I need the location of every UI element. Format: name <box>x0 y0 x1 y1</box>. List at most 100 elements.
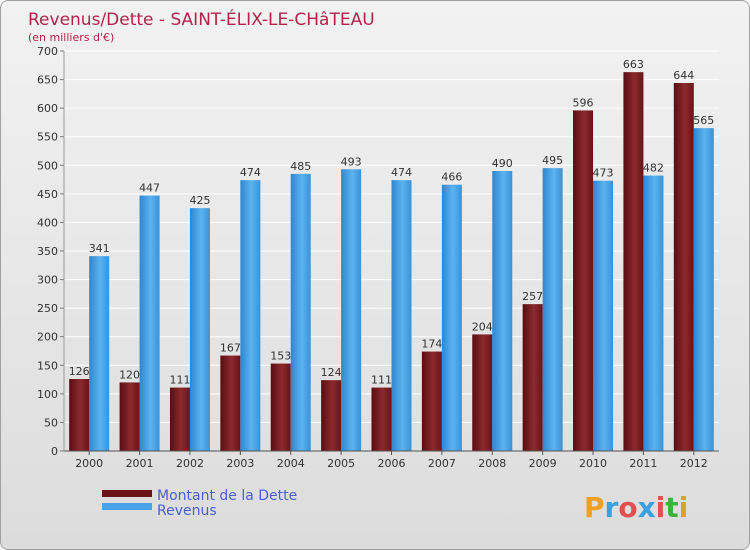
x-tick-label: 2000 <box>75 457 103 470</box>
x-axis-ticks: 2000 2001 2002 2003 2004 2005 2006 2007 2008 2009… <box>75 451 708 470</box>
y-tick-label: 400 <box>37 216 58 229</box>
y-axis-ticks: 0 50 100 150 200 250 300 350 400 450 500 550 600 650 7… <box>37 45 64 458</box>
y-tick-label: 150 <box>37 359 58 372</box>
x-tick-label: 2003 <box>226 457 254 470</box>
logo-letter: P <box>584 491 605 524</box>
bar-debt <box>119 382 140 451</box>
bar-revenue <box>391 180 412 451</box>
x-tick-label: 2010 <box>579 457 607 470</box>
y-tick-label: 600 <box>37 102 58 115</box>
data-labels: 126 341 120 447 111 425 167 474 153 485 124 493 111 4… <box>69 58 715 386</box>
bars <box>69 72 714 452</box>
data-label-debt: 174 <box>421 338 442 351</box>
y-tick-label: 700 <box>37 45 58 58</box>
data-label-debt: 167 <box>220 342 241 355</box>
data-label-revenue: 474 <box>240 166 261 179</box>
x-tick-label: 2004 <box>277 457 305 470</box>
data-label-debt: 596 <box>573 96 594 109</box>
bar-revenue <box>290 173 311 451</box>
x-tick-label: 2012 <box>680 457 708 470</box>
proxiti-logo-text: Proxiti <box>584 491 688 524</box>
legend-label-debt: Montant de la Dette <box>157 488 297 504</box>
x-tick-label: 2008 <box>478 457 506 470</box>
bar-revenue <box>492 171 513 451</box>
x-tick-label: 2011 <box>629 457 657 470</box>
y-tick-label: 0 <box>51 445 58 458</box>
chart-subtitle: (en milliers d'€) <box>28 31 114 44</box>
data-label-debt: 663 <box>623 58 644 71</box>
bar-debt <box>623 72 644 452</box>
bar-debt <box>270 363 291 451</box>
data-label-revenue: 490 <box>492 157 513 170</box>
y-tick-label: 100 <box>37 388 58 401</box>
data-label-revenue: 565 <box>693 114 714 127</box>
y-tick-label: 200 <box>37 331 58 344</box>
bar-revenue <box>341 169 362 452</box>
bar-revenue <box>89 256 110 451</box>
bar-debt <box>421 351 442 451</box>
bar-debt <box>220 355 241 451</box>
logo-letter: i <box>656 491 666 524</box>
bar-revenue <box>693 128 714 451</box>
y-tick-label: 550 <box>37 131 58 144</box>
data-label-debt: 204 <box>472 320 493 333</box>
logo-letter: t <box>665 491 678 524</box>
chart-title: Revenus/Dette - SAINT-ÉLIX-LE-CHâTEAU <box>28 8 375 30</box>
y-tick-label: 500 <box>37 159 58 172</box>
data-label-debt: 126 <box>69 365 90 378</box>
data-label-revenue: 466 <box>441 171 462 184</box>
logo-letter: x <box>638 491 656 524</box>
data-label-debt: 124 <box>321 366 342 379</box>
bar-debt <box>673 83 694 451</box>
x-tick-label: 2002 <box>176 457 204 470</box>
data-label-revenue: 485 <box>290 160 311 173</box>
bar-debt <box>573 110 594 451</box>
bar-revenue <box>240 180 261 451</box>
x-tick-label: 2001 <box>126 457 154 470</box>
data-label-debt: 257 <box>522 290 543 303</box>
legend-swatch-debt <box>102 490 152 497</box>
bar-revenue <box>189 208 210 451</box>
logo-letter: r <box>605 491 619 524</box>
bar-revenue <box>643 175 664 452</box>
legend: Montant de la Dette Revenus <box>102 488 297 519</box>
bar-debt <box>321 380 342 451</box>
data-label-revenue: 447 <box>139 182 160 195</box>
bar-debt <box>169 387 190 451</box>
data-label-debt: 644 <box>673 69 694 82</box>
data-label-revenue: 473 <box>593 167 614 180</box>
legend-swatch-revenue <box>102 503 152 510</box>
y-tick-label: 350 <box>37 245 58 258</box>
logo-letter: i <box>679 491 689 524</box>
y-tick-label: 50 <box>44 416 58 429</box>
data-label-revenue: 495 <box>542 154 563 167</box>
x-tick-label: 2007 <box>428 457 456 470</box>
bar-revenue <box>139 195 160 451</box>
data-label-revenue: 482 <box>643 162 664 175</box>
x-tick-label: 2009 <box>529 457 557 470</box>
bar-revenue <box>542 168 563 451</box>
data-label-debt: 120 <box>119 368 140 381</box>
y-tick-label: 250 <box>37 302 58 315</box>
y-tick-label: 650 <box>37 74 58 87</box>
legend-label-revenue: Revenus <box>157 503 217 519</box>
bar-debt <box>472 334 493 451</box>
x-tick-label: 2005 <box>327 457 355 470</box>
x-tick-label: 2006 <box>378 457 406 470</box>
bar-debt <box>69 379 90 451</box>
data-label-revenue: 493 <box>341 155 362 168</box>
data-label-debt: 111 <box>169 374 190 387</box>
data-label-debt: 111 <box>371 374 392 387</box>
data-label-revenue: 474 <box>391 166 412 179</box>
data-label-revenue: 341 <box>89 242 110 255</box>
bar-revenue <box>441 184 462 451</box>
logo-letter: o <box>618 491 637 524</box>
bar-debt <box>371 387 392 451</box>
y-tick-label: 450 <box>37 188 58 201</box>
y-tick-label: 300 <box>37 274 58 287</box>
data-label-debt: 153 <box>270 350 291 363</box>
bar-revenue <box>593 180 614 451</box>
data-label-revenue: 425 <box>189 194 210 207</box>
